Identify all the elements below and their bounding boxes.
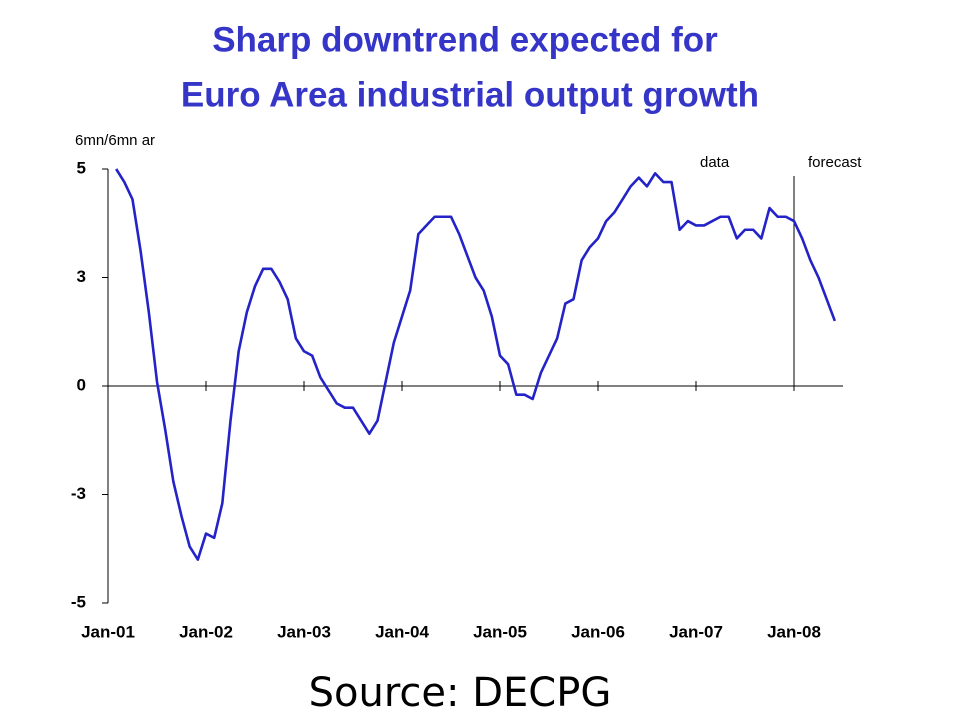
x-tick-label: Jan-02: [179, 622, 233, 641]
data-line: [115, 168, 837, 561]
annotation: forecast: [808, 154, 862, 171]
x-tick-label: Jan-03: [277, 622, 331, 641]
y-axis-label: 6mn/6mn ar: [75, 132, 155, 149]
chart-title: Euro Area industrial output growth: [181, 75, 759, 114]
x-tick-label: Jan-06: [571, 622, 625, 641]
source: Source: DECPG: [309, 670, 612, 716]
x-tick-label: Jan-01: [81, 622, 135, 641]
annotation: data: [700, 154, 730, 171]
y-tick-label: 0: [77, 375, 86, 394]
x-tick-label: Jan-05: [473, 622, 527, 641]
y-tick-label: -5: [71, 592, 86, 611]
x-tick-label: Jan-08: [767, 622, 821, 641]
x-tick-label: Jan-07: [669, 622, 723, 641]
x-tick-label: Jan-04: [375, 622, 429, 641]
y-tick-label: 3: [77, 267, 86, 286]
y-tick-label: 5: [77, 158, 86, 177]
chart-title: Sharp downtrend expected for: [212, 20, 718, 59]
y-tick-label: -3: [71, 484, 86, 503]
